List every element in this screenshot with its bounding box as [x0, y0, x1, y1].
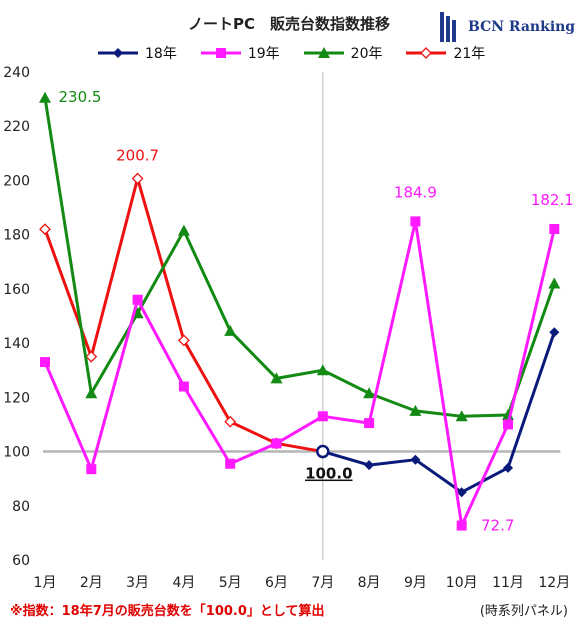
point-triangle	[316, 364, 329, 376]
legend-swatch-21	[406, 47, 447, 59]
x-tick-label: 6月	[265, 575, 288, 591]
data-label: 100.0	[305, 465, 352, 483]
point-triangle	[177, 224, 190, 236]
series-line-18年	[322, 331, 556, 494]
x-tick-label: 9月	[404, 575, 427, 591]
point-triangle	[85, 387, 98, 399]
point-square	[410, 216, 421, 227]
legend-swatch-18	[98, 48, 138, 58]
data-label: 184.9	[394, 183, 437, 201]
x-tick-label: 4月	[172, 575, 195, 591]
x-tick-label: 1月	[34, 575, 57, 591]
point-triangle	[224, 324, 237, 336]
point-diamond	[549, 327, 560, 338]
legend-item-20: 20年	[302, 43, 383, 63]
point-square	[86, 464, 97, 475]
series-line-21年	[43, 177, 324, 454]
legend-swatch-20	[303, 47, 344, 58]
point-triangle	[548, 277, 561, 289]
y-tick-label: 200	[3, 173, 30, 189]
point-diamond	[364, 460, 375, 471]
point-square	[317, 411, 328, 422]
point-square	[178, 381, 189, 392]
chart-legend: 18年 19年 20年 21年	[96, 43, 485, 63]
bcn-logo-icon	[440, 12, 460, 42]
x-tick-label: 10月	[446, 575, 478, 591]
x-tick-label: 11月	[492, 575, 524, 591]
legend-label-21: 21年	[453, 46, 486, 62]
point-triangle	[39, 91, 51, 103]
source-note: (時系列パネル)	[479, 604, 568, 619]
x-tick-label: 5月	[219, 575, 242, 591]
point-square	[456, 520, 467, 531]
x-tick-label: 7月	[311, 575, 334, 591]
point-square	[225, 458, 236, 469]
legend-label-18: 18年	[145, 46, 177, 62]
series-line-19年	[43, 219, 556, 528]
series-line-20年	[43, 97, 556, 418]
data-label: 182.1	[531, 191, 574, 209]
y-tick-label: 160	[3, 282, 30, 298]
point-square	[132, 294, 143, 305]
brand-name: BCN Ranking	[468, 19, 576, 35]
point-triangle	[455, 410, 468, 422]
point-triangle	[409, 404, 422, 416]
point-highlight-100	[316, 444, 330, 459]
x-tick-label: 12月	[538, 575, 570, 591]
data-label: 72.7	[481, 517, 514, 535]
y-tick-label: 240	[3, 65, 30, 81]
legend-label-19: 19年	[247, 46, 280, 62]
point-triangle	[363, 387, 376, 399]
point-square	[40, 357, 50, 368]
y-tick-label: 140	[3, 336, 30, 352]
x-tick-label: 2月	[80, 575, 103, 591]
x-tick-label: 3月	[126, 575, 149, 591]
point-open-diamond	[131, 172, 144, 185]
legend-item-18: 18年	[96, 43, 177, 63]
y-tick-label: 120	[3, 390, 30, 406]
footnote: ※指数：18年7月の販売台数を「100.0」として算出	[10, 604, 325, 619]
point-open-diamond	[224, 415, 237, 428]
legend-label-20: 20年	[350, 46, 383, 62]
y-tick-label: 220	[3, 119, 30, 135]
chart-title: ノートPC 販売台数指数推移	[187, 15, 390, 33]
legend-item-21: 21年	[404, 43, 485, 63]
point-square	[549, 223, 560, 234]
point-diamond	[503, 462, 513, 473]
point-square	[364, 418, 375, 429]
data-label: 230.5	[59, 88, 102, 106]
point-triangle	[270, 372, 283, 384]
brand-logo: BCN Ranking	[440, 12, 575, 42]
point-diamond	[456, 487, 467, 498]
y-tick-label: 100	[3, 445, 30, 461]
y-tick-label: 80	[12, 499, 30, 515]
point-open-diamond	[85, 350, 98, 363]
y-tick-label: 180	[3, 228, 30, 244]
x-tick-label: 8月	[358, 575, 381, 591]
legend-item-19: 19年	[199, 43, 280, 63]
y-tick-label: 60	[12, 553, 30, 569]
point-square	[271, 438, 282, 449]
point-square	[503, 419, 513, 430]
legend-swatch-19	[200, 48, 241, 58]
point-diamond	[410, 454, 421, 465]
point-open-diamond	[177, 334, 190, 347]
point-open-diamond	[39, 223, 51, 236]
data-label: 200.7	[116, 147, 159, 165]
